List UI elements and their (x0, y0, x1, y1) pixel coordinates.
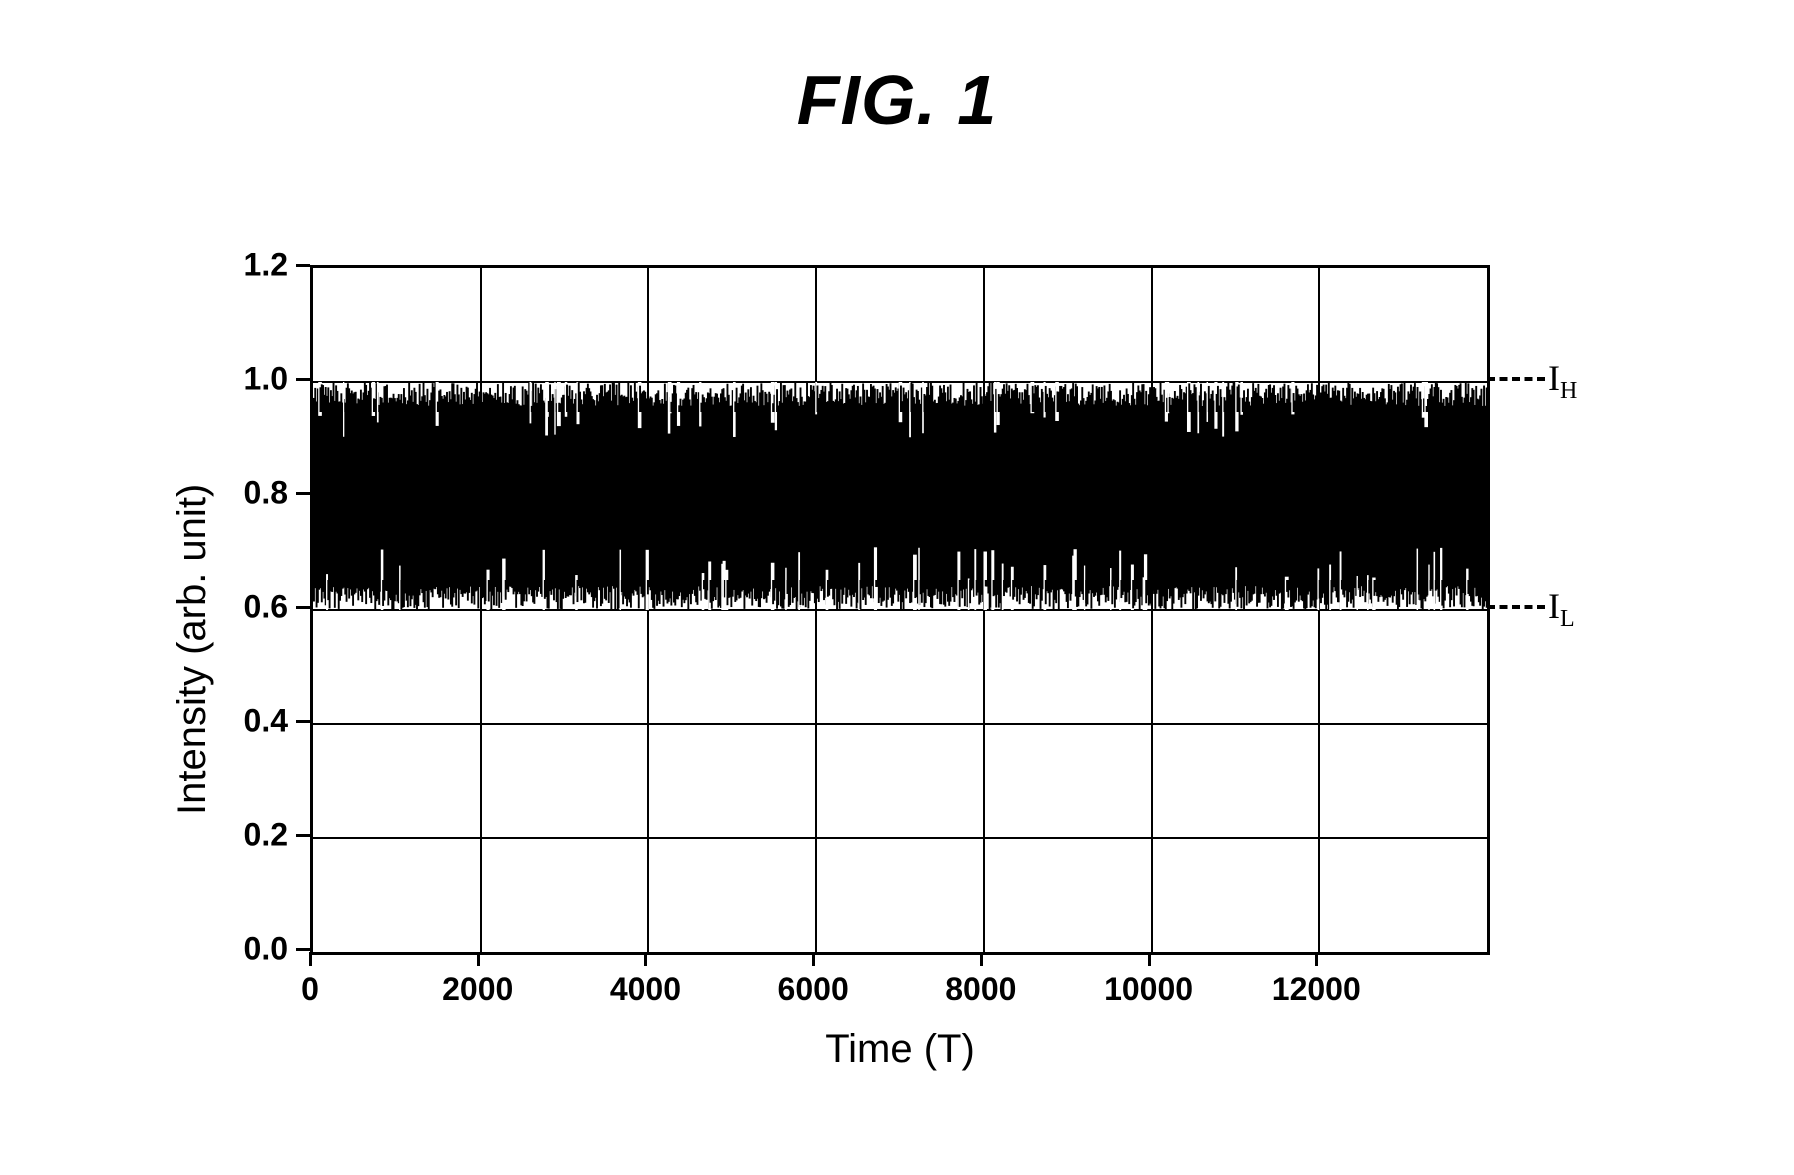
y-tick (296, 606, 310, 609)
x-tick (812, 952, 815, 966)
x-tick (980, 952, 983, 966)
marker-label-I_L: IL (1548, 585, 1575, 633)
plot-area (310, 265, 1490, 955)
y-tick (296, 720, 310, 723)
x-tick-label: 6000 (778, 971, 849, 1008)
y-tick-label: 0.0 (218, 931, 288, 968)
x-tick-label: 10000 (1104, 971, 1193, 1008)
x-tick-label: 12000 (1272, 971, 1361, 1008)
y-tick-label: 1.0 (218, 361, 288, 398)
x-axis-title: Time (T) (310, 1027, 1490, 1072)
y-tick-label: 1.2 (218, 247, 288, 284)
x-tick (309, 952, 312, 966)
y-tick-label: 0.4 (218, 703, 288, 740)
x-tick-label: 0 (301, 971, 319, 1008)
marker-label-I_H: IH (1548, 357, 1577, 405)
figure-title: FIG. 1 (0, 60, 1794, 140)
x-tick-label: 8000 (945, 971, 1016, 1008)
x-tick (1315, 952, 1318, 966)
x-tick (1148, 952, 1151, 966)
x-tick-label: 4000 (610, 971, 681, 1008)
y-tick (296, 834, 310, 837)
y-tick (296, 264, 310, 267)
noise-series (313, 382, 1487, 610)
grid-horizontal (313, 723, 1487, 725)
x-tick (644, 952, 647, 966)
y-axis-title: Intensity (arb. unit) (170, 484, 215, 815)
y-tick-label: 0.6 (218, 589, 288, 626)
page: FIG. 1 Intensity (arb. unit) Time (T) 0 2… (0, 0, 1794, 1175)
marker-line-I_H (1487, 377, 1545, 381)
chart: Intensity (arb. unit) Time (T) 0 2000 4000… (140, 235, 1640, 1095)
y-tick (296, 492, 310, 495)
marker-line-I_L (1487, 605, 1545, 609)
y-tick (296, 948, 310, 951)
y-tick-label: 0.2 (218, 817, 288, 854)
noise-edges (313, 382, 1487, 610)
y-tick-label: 0.8 (218, 475, 288, 512)
x-tick-label: 2000 (442, 971, 513, 1008)
y-tick (296, 378, 310, 381)
x-tick (477, 952, 480, 966)
grid-horizontal (313, 837, 1487, 839)
